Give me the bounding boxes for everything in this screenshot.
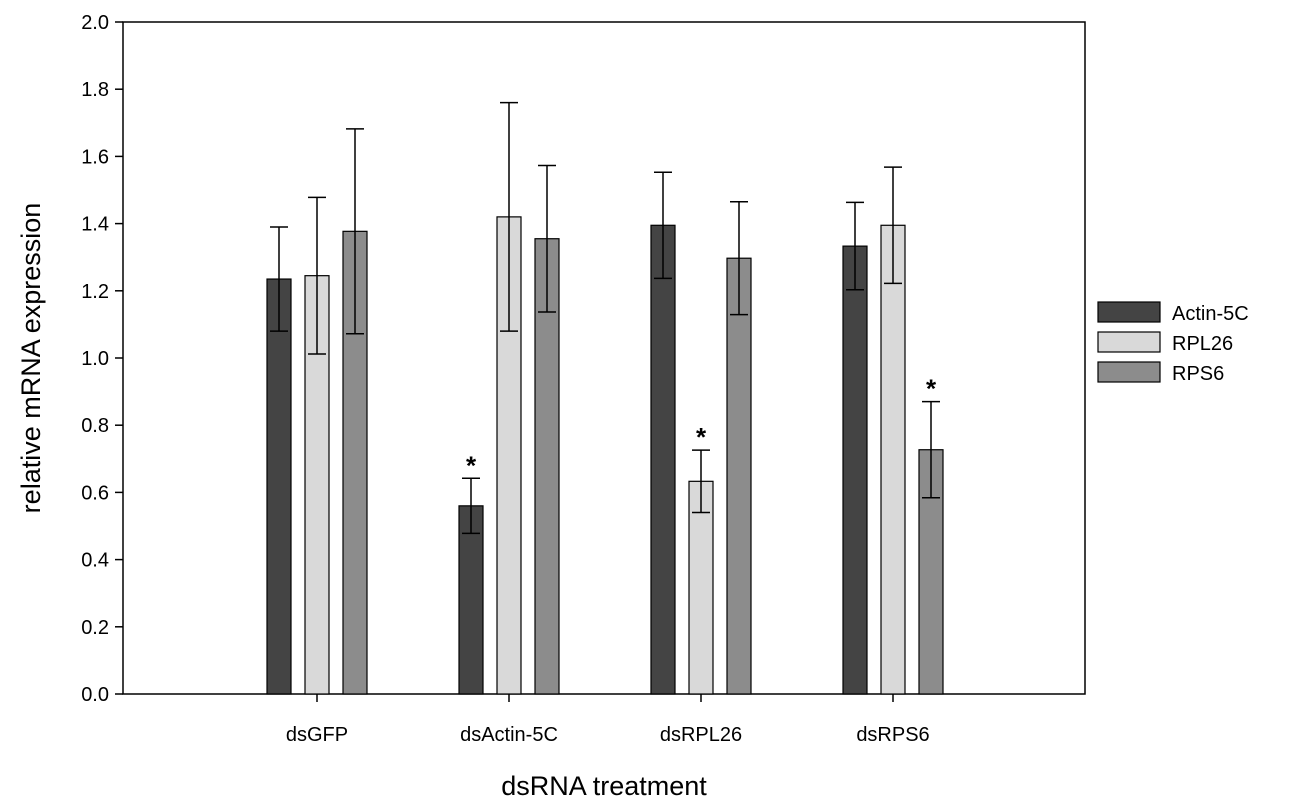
significance-star: *: [696, 422, 707, 452]
y-tick-label: 1.8: [81, 79, 109, 101]
x-tick-label: dsRPL26: [660, 724, 742, 746]
bar-dsActin-5C-RPS6: [534, 238, 560, 695]
y-axis-title: relative mRNA expression: [16, 203, 46, 514]
y-tick-label: 1.2: [81, 281, 109, 303]
legend-label: RPS6: [1172, 363, 1224, 385]
bar-dsRPL26-RPS6: [726, 257, 752, 695]
x-tick-label: dsRPS6: [856, 724, 929, 746]
y-tick-label: 1.6: [81, 146, 109, 168]
x-tick-label: dsActin-5C: [460, 724, 558, 746]
y-tick-label: 0.8: [81, 415, 109, 437]
bar-dsRPS6-Actin-5C: [842, 245, 868, 695]
bar-dsGFP-Actin-5C: [266, 278, 292, 695]
legend-swatch-Actin-5C: [1097, 301, 1161, 323]
x-axis: dsGFP dsActin-5C dsRPL26 dsRPS6: [286, 694, 930, 746]
legend: Actin-5C RPL26 RPS6: [1097, 301, 1249, 385]
bar-dsRPL26-Actin-5C: [650, 224, 676, 695]
y-tick-label: 1.4: [81, 214, 109, 236]
legend-swatch-RPS6: [1097, 361, 1161, 383]
bar-dsRPL26-RPL26: [688, 480, 714, 695]
x-axis-title: dsRNA treatment: [501, 771, 707, 801]
legend-swatch-RPL26: [1097, 331, 1161, 353]
bars-layer: * * *: [266, 101, 944, 695]
significance-star: *: [926, 374, 937, 404]
y-tick-label: 0.6: [81, 482, 109, 504]
y-tick-label: 0.2: [81, 617, 109, 639]
y-tick-label: 2.0: [81, 12, 109, 34]
y-tick-label: 1.0: [81, 348, 109, 370]
y-axis: 0.0 0.2 0.4 0.6 0.8 1.0 1.2 1.4 1.6 1.8 2.0: [81, 12, 123, 706]
y-tick-label: 0.4: [81, 550, 109, 572]
y-tick-label: 0.0: [81, 684, 109, 706]
x-tick-label: dsGFP: [286, 724, 348, 746]
bar-dsRPS6-RPL26: [880, 224, 906, 695]
significance-star: *: [466, 450, 477, 480]
legend-label: RPL26: [1172, 333, 1233, 355]
legend-label: Actin-5C: [1172, 303, 1249, 325]
